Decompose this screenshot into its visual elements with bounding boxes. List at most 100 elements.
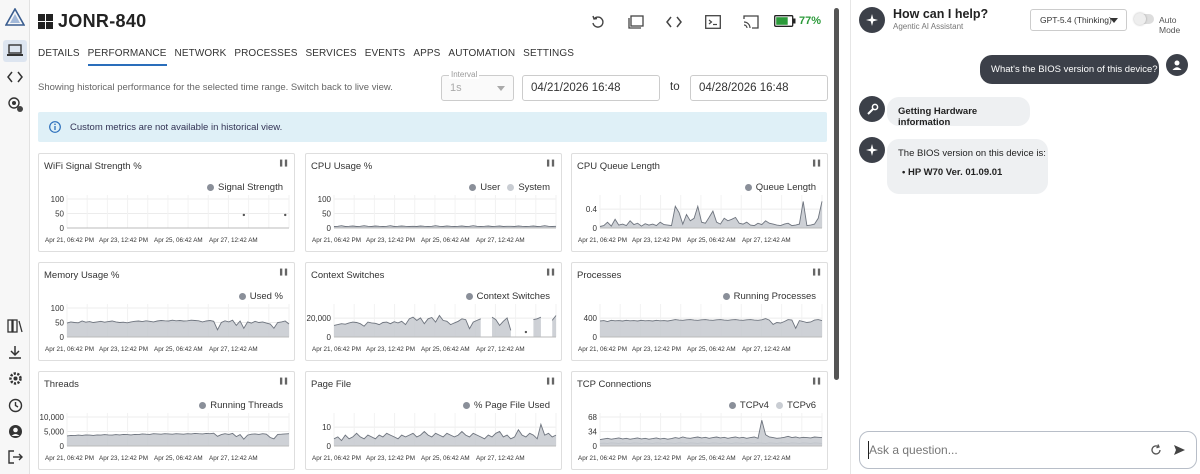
auto-mode-label: Auto Mode (1159, 15, 1181, 35)
scrollbar-thumb[interactable] (834, 8, 839, 380)
chevron-down-icon (497, 86, 505, 91)
x-tick-label: Apr 25, 06:42 AM (421, 237, 470, 244)
series-line (333, 314, 481, 330)
files-icon[interactable] (626, 13, 646, 31)
legend-item[interactable]: % Page File Used (462, 400, 550, 411)
pause-icon[interactable]: ❚❚ (545, 269, 556, 276)
x-tick-label: Apr 21, 06:42 PM (45, 237, 94, 244)
library-icon[interactable] (3, 315, 27, 337)
y-tick-label: 20,000 (307, 314, 332, 323)
x-tick-label: Apr 23, 12:42 PM (366, 455, 415, 462)
pause-icon[interactable]: ❚❚ (278, 160, 289, 167)
legend-marker (207, 184, 215, 191)
end-date-field[interactable]: 04/28/2026 16:48 (690, 75, 828, 101)
tab-network[interactable]: NETWORK (174, 48, 227, 59)
legend-item[interactable]: Used % (238, 291, 283, 302)
interval-label: Interval (449, 70, 480, 79)
assistant-title: How can I help? (893, 7, 989, 21)
model-select[interactable]: GPT-5.4 (Thinking) (1030, 9, 1127, 31)
tab-details[interactable]: DETAILS (38, 48, 80, 59)
legend-item[interactable]: Context Switches (465, 291, 550, 302)
auto-mode-knob[interactable] (1134, 13, 1146, 25)
y-tick-label: 0 (593, 333, 598, 342)
download-icon[interactable] (3, 341, 27, 363)
legend-label: TCPv6 (786, 400, 816, 411)
tab-automation[interactable]: AUTOMATION (448, 48, 516, 59)
restart-icon[interactable] (588, 13, 608, 31)
account-icon[interactable] (3, 420, 27, 442)
x-tick-label: Apr 25, 06:42 AM (421, 346, 470, 353)
legend-item[interactable]: Running Processes (722, 291, 816, 302)
chart-legend: Running Processes (722, 291, 816, 302)
legend-item[interactable]: TCPv4 (728, 400, 769, 411)
tab-events[interactable]: EVENTS (364, 48, 406, 59)
ask-input[interactable] (869, 443, 1139, 457)
start-date-field[interactable]: 04/21/2026 16:48 (522, 75, 660, 101)
x-tick-label: Apr 25, 06:42 AM (154, 455, 203, 462)
chart-legend: Running Threads (199, 400, 283, 411)
pause-icon[interactable]: ❚❚ (811, 269, 822, 276)
tab-services[interactable]: SERVICES (305, 48, 357, 59)
x-tick-label: Apr 21, 06:42 PM (312, 237, 361, 244)
cast-icon[interactable] (741, 13, 761, 31)
y-tick-label: 0 (593, 442, 598, 451)
pause-icon[interactable]: ❚❚ (278, 378, 289, 385)
legend-marker (465, 293, 473, 300)
terminal-icon[interactable] (703, 13, 723, 31)
legend-label: % Page File Used (473, 400, 550, 411)
series-area (492, 317, 511, 337)
y-tick-label: 50 (55, 210, 64, 219)
pause-icon[interactable]: ❚❚ (545, 378, 556, 385)
bug-settings-icon[interactable] (3, 93, 27, 115)
legend-marker (728, 402, 736, 409)
interval-value: 1s (450, 82, 462, 94)
logout-icon[interactable] (3, 446, 27, 468)
user-message: What's the BIOS version of this device? (980, 55, 1159, 84)
chart-legend: Signal Strength (207, 182, 283, 193)
x-tick-label: Apr 21, 06:42 PM (312, 346, 361, 353)
pause-icon[interactable]: ❚❚ (811, 378, 822, 385)
pause-icon[interactable]: ❚❚ (278, 269, 289, 276)
panel-divider (850, 0, 851, 474)
chart-plot: 100 50 0 Apr 21, 06:42 PM Apr 23, 12:42 PM Ap… (312, 195, 557, 244)
x-tick-label: Apr 23, 12:42 PM (632, 237, 681, 244)
reply-intro: The BIOS version on this device is: (898, 148, 1046, 159)
devices-icon[interactable] (3, 40, 27, 62)
tab-performance[interactable]: PERFORMANCE (87, 48, 167, 66)
chart-title: TCP Connections (577, 379, 652, 390)
x-tick-label: Apr 25, 06:42 AM (154, 237, 203, 244)
pause-icon[interactable]: ❚❚ (545, 160, 556, 167)
code-view-icon[interactable] (664, 13, 684, 31)
assistant-reply: The BIOS version on this device is: • HP… (887, 139, 1048, 194)
legend-item[interactable]: Queue Length (744, 182, 816, 193)
tab-processes[interactable]: PROCESSES (234, 48, 298, 59)
gear-icon[interactable] (3, 367, 27, 389)
series-point (524, 330, 528, 334)
series-area (533, 317, 541, 337)
send-icon[interactable] (1168, 439, 1190, 461)
legend-item[interactable]: Running Threads (199, 400, 283, 411)
legend-item[interactable]: TCPv6 (775, 400, 816, 411)
chart-panel: CPU Queue Length ❚❚ Queue Length 0.4 0 Apr 21… (571, 153, 828, 252)
legend-item[interactable]: User (469, 182, 500, 193)
chart-legend: % Page File Used (462, 400, 550, 411)
legend-label: Running Processes (733, 291, 816, 302)
series-line (599, 201, 823, 227)
x-tick-label: Apr 27, 12:42 AM (742, 237, 791, 244)
code-icon[interactable] (3, 66, 27, 88)
refresh-icon[interactable] (1145, 439, 1167, 461)
legend-item[interactable]: Signal Strength (207, 182, 283, 193)
legend-item[interactable]: System (507, 182, 550, 193)
app-logo-icon[interactable] (3, 6, 27, 28)
interval-select: Interval 1s (441, 70, 514, 101)
history-icon[interactable] (3, 394, 27, 416)
y-tick-label: 0 (593, 224, 598, 233)
history-note: Showing historical performance for the s… (38, 82, 393, 93)
model-value: GPT-5.4 (Thinking) (1040, 15, 1112, 25)
battery-percent: 77% (799, 15, 822, 27)
tab-settings[interactable]: SETTINGS (523, 48, 574, 59)
pause-icon[interactable]: ❚❚ (811, 160, 822, 167)
tab-apps[interactable]: APPS (413, 48, 441, 59)
chart-plot: 0.4 0 Apr 21, 06:42 PM Apr 23, 12:42 PM Apr … (578, 195, 823, 244)
x-tick-label: Apr 23, 12:42 PM (366, 237, 415, 244)
